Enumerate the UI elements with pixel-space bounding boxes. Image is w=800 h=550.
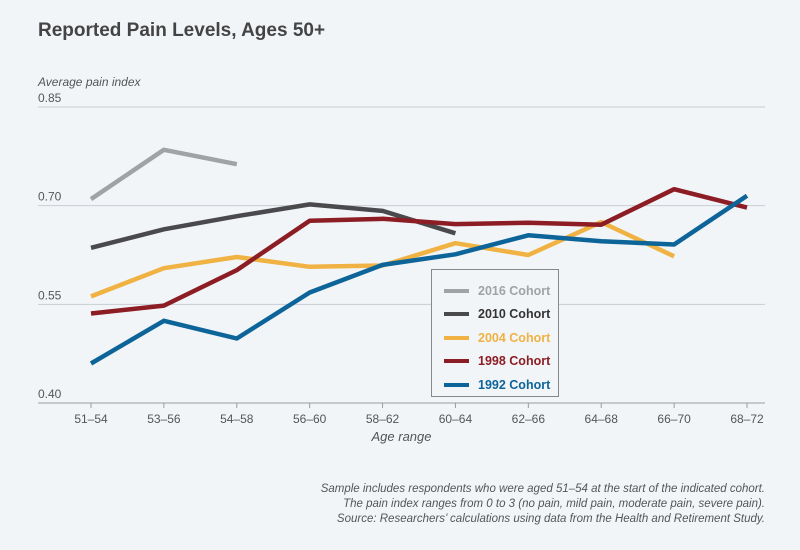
legend-label-2010: 2010 Cohort: [478, 307, 551, 322]
legend-swatch-2016: [444, 288, 469, 293]
y-tick-label: 0.85: [38, 91, 62, 105]
legend-item-1992: 1992 Cohort: [444, 373, 558, 397]
legend-item-1998: 1998 Cohort: [444, 350, 558, 374]
x-axis-label: Age range: [371, 429, 432, 444]
y-tick-label: 0.40: [38, 387, 62, 401]
x-tick-label: 62–66: [512, 412, 546, 426]
x-tick-label: 66–70: [657, 412, 691, 426]
legend-label-2004: 2004 Cohort: [478, 330, 551, 345]
legend-swatch-1998: [444, 359, 469, 364]
x-tick-label: 60–64: [439, 412, 473, 426]
series-line-2004: [90, 219, 676, 299]
legend-swatch-2010: [444, 312, 469, 317]
series-line-1998: [90, 186, 748, 316]
legend-label-1998: 1998 Cohort: [478, 354, 551, 369]
x-tick-label: 68–72: [730, 412, 764, 426]
x-tick-label: 64–68: [585, 412, 619, 426]
legend-swatch-2004: [444, 335, 469, 340]
chart-title: Reported Pain Levels, Ages 50+: [38, 20, 326, 41]
footnote-line-sample: Sample includes respondents who were age…: [320, 483, 765, 495]
legend-label-1992: 1992 Cohort: [478, 377, 551, 392]
x-tick-label: 51–54: [74, 412, 108, 426]
legend: 2016 Cohort 2010 Cohort 2004 Cohort 1998…: [431, 269, 559, 397]
x-tick-label: 53–56: [147, 412, 181, 426]
y-tick-label: 0.70: [38, 190, 62, 204]
y-tick-label: 0.55: [38, 288, 62, 302]
x-tick-label: 56–60: [293, 412, 327, 426]
series-line-2016: [89, 147, 238, 201]
y-axis-label: Average pain index: [38, 75, 141, 89]
footnote-line-index: The pain index ranges from 0 to 3 (no pa…: [343, 498, 765, 510]
legend-item-2010: 2010 Cohort: [444, 303, 558, 327]
footnote: Sample includes respondents who were age…: [205, 482, 765, 527]
footnote-line-source: Source: Researchers’ calculations using …: [336, 513, 765, 525]
legend-item-2016: 2016 Cohort: [444, 279, 558, 303]
x-tick-label: 58–62: [366, 412, 400, 426]
legend-swatch-1992: [444, 382, 469, 387]
series-line-1992: [89, 193, 749, 366]
legend-item-2004: 2004 Cohort: [444, 326, 558, 350]
legend-label-2016: 2016 Cohort: [478, 283, 551, 298]
series-line-2010: [90, 202, 457, 250]
x-tick-label: 54–58: [220, 412, 254, 426]
